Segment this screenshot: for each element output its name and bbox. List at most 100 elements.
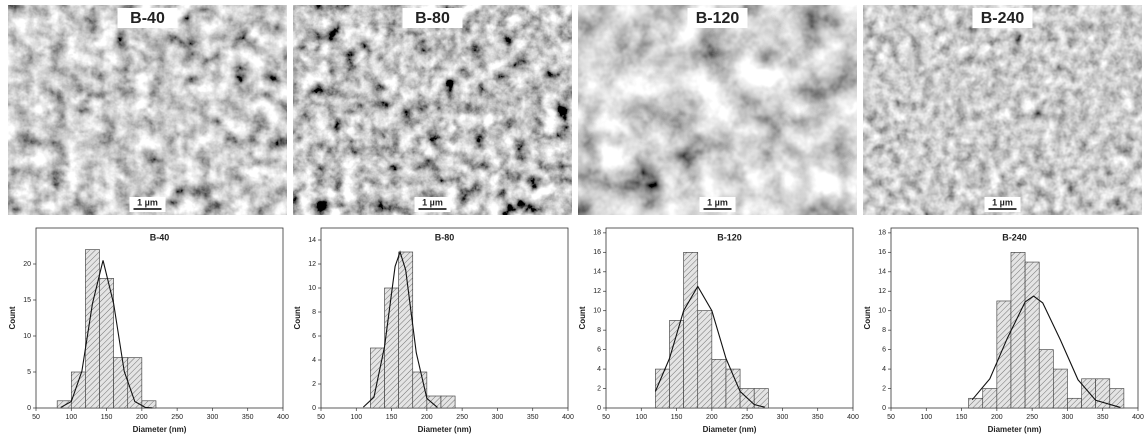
y-tick-label: 16 (593, 249, 601, 256)
y-tick-label: 8 (597, 327, 601, 334)
x-tick-label: 100 (920, 414, 932, 421)
histogram-bar-hatch (754, 388, 769, 408)
chart-title: B-40 (150, 232, 170, 242)
y-tick-label: 10 (308, 285, 316, 292)
x-tick-label: 350 (1097, 414, 1109, 421)
histogram-bar-hatch (968, 398, 983, 408)
fit-curve (971, 295, 1121, 408)
x-tick-label: 200 (421, 414, 433, 421)
histogram-bar-hatch (1025, 262, 1040, 408)
x-tick-label: 300 (1062, 414, 1074, 421)
fit-curve (60, 260, 153, 409)
histogram-bar-hatch (711, 359, 726, 408)
y-tick-label: 2 (597, 385, 601, 392)
image-label: B-240 (981, 10, 1025, 27)
y-tick-label: 12 (878, 288, 886, 295)
x-tick-label: 400 (562, 414, 574, 421)
histogram-bar-hatch (99, 278, 114, 408)
x-tick-label: 250 (456, 414, 468, 421)
x-tick-label: 150 (671, 414, 683, 421)
scale-bar-label: 1 µm (137, 197, 158, 207)
y-tick-label: 15 (23, 297, 31, 304)
x-tick-label: 350 (527, 414, 539, 421)
x-tick-label: 300 (492, 414, 504, 421)
histogram-bar-hatch (683, 252, 698, 408)
sem-image (863, 5, 1142, 215)
x-tick-label: 150 (386, 414, 398, 421)
histogram-bar-hatch (725, 369, 741, 408)
histogram-bar-hatch (384, 288, 399, 408)
y-tick-label: 18 (593, 230, 601, 237)
histogram-bar-hatch (127, 357, 142, 408)
histogram-bar-hatch (113, 357, 128, 408)
histogram-bar-hatch (398, 252, 413, 408)
x-tick-label: 50 (887, 414, 895, 421)
y-tick-label: 8 (882, 327, 886, 334)
histogram-bar-hatch (440, 396, 456, 408)
histogram-bar-hatch (1010, 252, 1026, 408)
image-label: B-80 (415, 10, 450, 27)
x-tick-label: 400 (1132, 414, 1144, 421)
y-tick-label: 14 (878, 269, 886, 276)
histogram-bar-hatch (1081, 378, 1096, 408)
y-tick-label: 8 (312, 309, 316, 316)
y-tick-label: 10 (593, 308, 601, 315)
histogram-bar-hatch (1053, 369, 1068, 408)
x-tick-label: 300 (777, 414, 789, 421)
fit-curve (654, 285, 765, 408)
y-tick-label: 12 (593, 288, 601, 295)
y-tick-label: 20 (23, 261, 31, 268)
x-tick-label: 250 (741, 414, 753, 421)
y-tick-label: 10 (878, 308, 886, 315)
scale-bar-label: 1 µm (422, 197, 443, 207)
x-tick-label: 150 (101, 414, 113, 421)
chart-title: B-120 (717, 232, 742, 242)
image-label-box (687, 8, 748, 28)
y-tick-label: 10 (23, 333, 31, 340)
histogram-bar-hatch (141, 400, 156, 408)
y-tick-label: 16 (878, 249, 886, 256)
y-axis-label: Count (578, 306, 587, 329)
x-tick-label: 50 (32, 414, 40, 421)
y-tick-label: 2 (882, 385, 886, 392)
y-tick-label: 6 (597, 346, 601, 353)
histogram-bar-hatch (1039, 349, 1054, 408)
x-tick-label: 50 (602, 414, 610, 421)
x-tick-label: 250 (171, 414, 183, 421)
y-tick-label: 2 (312, 381, 316, 388)
scale-bar-label: 1 µm (992, 197, 1013, 207)
chart-title: B-240 (1002, 232, 1027, 242)
x-axis-label: Diameter (nm) (988, 425, 1042, 434)
y-tick-label: 4 (882, 366, 886, 373)
y-tick-label: 6 (312, 333, 316, 340)
y-tick-label: 0 (882, 405, 886, 412)
x-tick-label: 350 (812, 414, 824, 421)
histogram-bar-hatch (1109, 388, 1124, 408)
sem-image (293, 5, 572, 215)
y-tick-label: 0 (312, 405, 316, 412)
x-tick-label: 50 (317, 414, 325, 421)
x-axis-label: Diameter (nm) (133, 425, 187, 434)
x-tick-label: 150 (956, 414, 968, 421)
y-tick-label: 4 (597, 366, 601, 373)
histogram-bar-hatch (71, 372, 86, 408)
x-axis-label: Diameter (nm) (703, 425, 757, 434)
chart-title: B-80 (435, 232, 455, 242)
y-axis-label: Count (8, 306, 17, 329)
image-label-box (117, 8, 178, 28)
histogram-bar-hatch (996, 300, 1011, 408)
image-label-box (972, 8, 1033, 28)
x-tick-label: 250 (1026, 414, 1038, 421)
x-tick-label: 100 (350, 414, 362, 421)
x-tick-label: 100 (65, 414, 77, 421)
y-axis-label: Count (863, 306, 872, 329)
scale-bar-label: 1 µm (707, 197, 728, 207)
x-tick-label: 200 (136, 414, 148, 421)
histogram-bar-hatch (85, 249, 100, 408)
fit-curve (362, 250, 438, 408)
y-tick-label: 4 (312, 357, 316, 364)
x-tick-label: 200 (706, 414, 718, 421)
image-label-box (402, 8, 463, 28)
histogram-bar-hatch (426, 396, 441, 408)
y-tick-label: 14 (593, 269, 601, 276)
